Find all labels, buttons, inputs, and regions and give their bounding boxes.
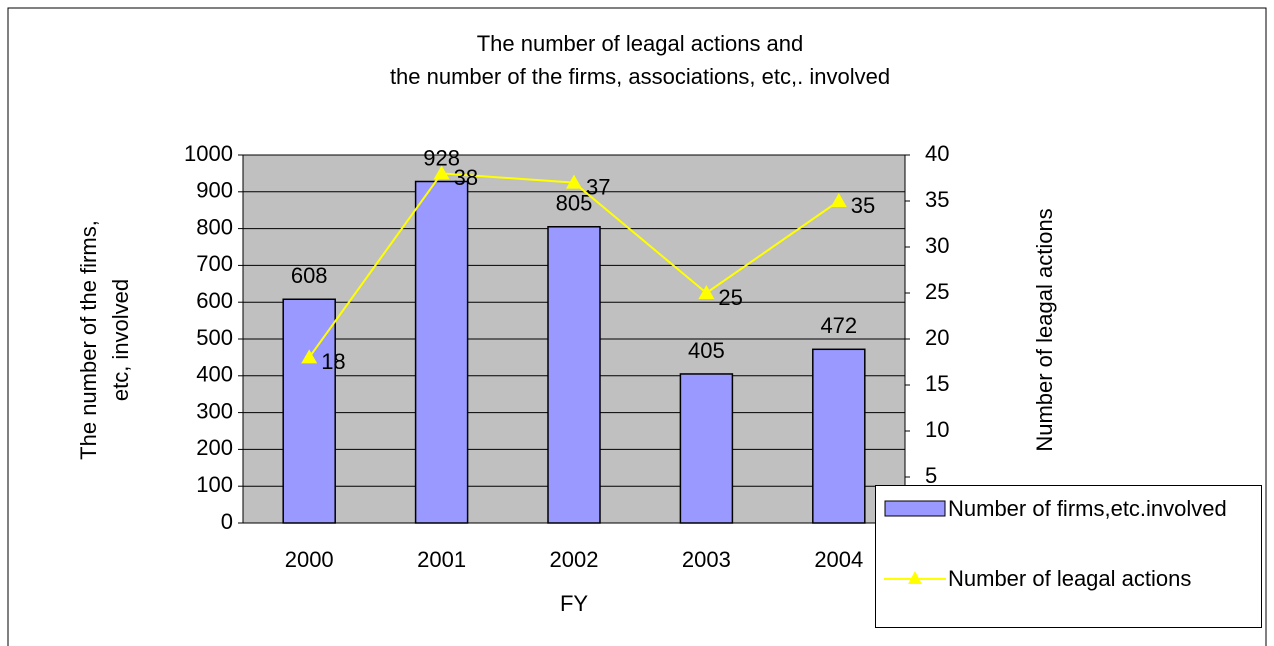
y-axis-label: etc, involved: [108, 279, 133, 401]
x-tick-label: 2002: [550, 547, 599, 572]
line-marker: [433, 165, 450, 180]
y-tick-label: 600: [196, 288, 233, 313]
y2-axis-label: Number of leagal actions: [1032, 208, 1057, 451]
data-label: 25: [718, 285, 742, 310]
y-axis-label: The number of the firms,: [76, 220, 101, 460]
y-tick-label: 0: [221, 509, 233, 534]
x-tick-label: 2001: [417, 547, 466, 572]
y-tick-label: 400: [196, 362, 233, 387]
y-tick-label: 500: [196, 325, 233, 350]
y2-tick-label: 30: [925, 233, 949, 258]
legend-label: Number of leagal actions: [948, 566, 1192, 591]
line-marker: [830, 193, 847, 207]
legend-item: Number of leagal actions: [884, 566, 1253, 592]
y-tick-label: 300: [196, 398, 233, 423]
bar: [414, 180, 469, 524]
legend-swatch-marker: [908, 571, 922, 584]
y2-tick-label: 15: [925, 371, 949, 396]
legend-label: Number of firms,etc.involved: [948, 496, 1227, 521]
x-axis-label: FY: [560, 591, 588, 616]
y2-tick-label: 10: [925, 417, 949, 442]
legend-item: Number of firms,etc.involved: [884, 496, 1253, 522]
y-tick-label: 800: [196, 214, 233, 239]
bar: [282, 298, 336, 524]
y-tick-label: 200: [196, 435, 233, 460]
x-tick-label: 2004: [814, 547, 863, 572]
data-label: 472: [820, 313, 857, 338]
legend-swatch: [884, 500, 946, 517]
y2-tick-label: 5: [925, 463, 937, 488]
y-tick-label: 700: [196, 251, 233, 276]
data-label: 37: [586, 174, 610, 199]
data-label: 608: [291, 263, 328, 288]
line-marker: [698, 285, 715, 299]
line-marker: [301, 349, 318, 364]
chart-title: The number of leagal actions and: [477, 31, 804, 56]
bar: [547, 226, 601, 524]
y2-tick-label: 20: [925, 325, 949, 350]
y-tick-label: 100: [196, 472, 233, 497]
line-marker: [566, 174, 582, 189]
y-tick-label: 900: [196, 178, 233, 203]
data-label: 38: [454, 165, 478, 190]
data-label: 805: [556, 191, 593, 216]
legend-swatch-bar: [884, 500, 946, 517]
x-tick-label: 2000: [285, 547, 334, 572]
data-label: 18: [321, 349, 345, 374]
bar: [812, 348, 866, 524]
y-tick-label: 1000: [184, 141, 233, 166]
bar: [679, 373, 734, 524]
y2-tick-label: 40: [925, 141, 949, 166]
x-tick-label: 2003: [682, 547, 731, 572]
data-label: 35: [851, 193, 875, 218]
y2-tick-label: 35: [925, 187, 949, 212]
legend-swatch: [884, 571, 946, 584]
y2-tick-label: 25: [925, 279, 949, 304]
data-label: 405: [688, 338, 725, 363]
chart-title: the number of the firms, associations, e…: [390, 64, 890, 89]
legend: Number of firms,etc.involved Number of l…: [875, 485, 1262, 628]
